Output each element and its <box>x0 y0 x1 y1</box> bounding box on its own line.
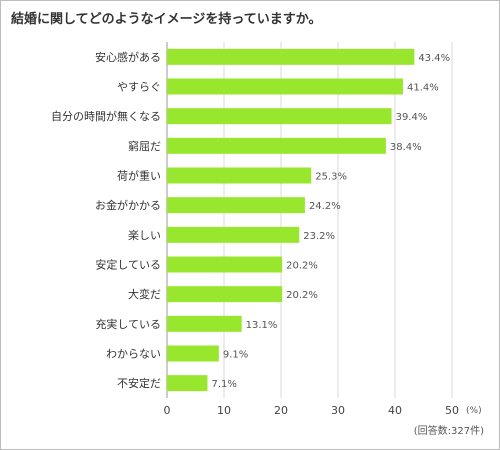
category-label: わからない <box>106 348 161 361</box>
bar <box>167 167 312 184</box>
bar <box>167 137 386 154</box>
category-label: お金がかかる <box>95 198 161 212</box>
x-tick-label: 10 <box>217 404 231 417</box>
bar <box>167 108 392 125</box>
value-label: 39.4% <box>396 112 428 123</box>
x-tick-label: 50 <box>445 404 459 417</box>
value-label: 9.1% <box>223 350 248 361</box>
category-labels: 安心感があるやすらぐ自分の時間が無くなる窮屈だ荷が重いお金がかかる楽しい安定して… <box>51 50 161 390</box>
value-label: 13.1% <box>246 320 278 331</box>
value-label: 38.4% <box>390 142 422 153</box>
x-axis: 0 10 20 30 40 50 <box>164 404 460 417</box>
category-label: 大変だ <box>128 287 161 301</box>
value-label: 23.2% <box>303 231 335 242</box>
bar <box>167 345 219 362</box>
x-tick-label: 0 <box>164 404 171 417</box>
value-label: 25.3% <box>315 172 347 183</box>
bar <box>167 315 242 332</box>
bar <box>167 226 300 243</box>
category-label: 楽しい <box>128 229 161 242</box>
value-label: 20.2% <box>286 261 318 272</box>
bar <box>167 256 283 273</box>
category-label: 安心感がある <box>95 50 161 64</box>
category-label: 不安定だ <box>117 376 161 390</box>
bar <box>167 286 283 303</box>
category-label: 安定している <box>95 258 161 272</box>
value-label: 24.2% <box>309 201 341 212</box>
value-labels: 43.4% 41.4% 39.4% 38.4% 25.3% 24.2% 23.2% 20.2%… <box>211 53 450 390</box>
x-tick-label: 40 <box>388 404 402 417</box>
category-label: 荷が重い <box>117 169 161 183</box>
chart-title: 結婚に関してどのようなイメージを持っていますか。 <box>11 12 322 27</box>
category-label: 自分の時間が無くなる <box>51 109 161 123</box>
respondent-count-note: (回答数:327件) <box>414 424 484 437</box>
x-tick-label: 30 <box>331 404 345 417</box>
value-label: 7.1% <box>211 379 236 390</box>
bar <box>167 197 305 214</box>
value-label: 43.4% <box>418 53 450 64</box>
value-label: 20.2% <box>286 290 318 301</box>
category-label: やすらぐ <box>117 81 161 94</box>
bar <box>167 48 415 65</box>
x-tick-label: 20 <box>274 404 288 417</box>
bar <box>167 375 208 392</box>
bar <box>167 78 403 95</box>
category-label: 充実している <box>95 317 161 331</box>
x-unit-label: (%) <box>466 406 482 416</box>
gridlines <box>166 42 453 398</box>
value-label: 41.4% <box>407 83 439 94</box>
bars <box>167 48 415 392</box>
category-label: 窮屈だ <box>128 139 161 153</box>
